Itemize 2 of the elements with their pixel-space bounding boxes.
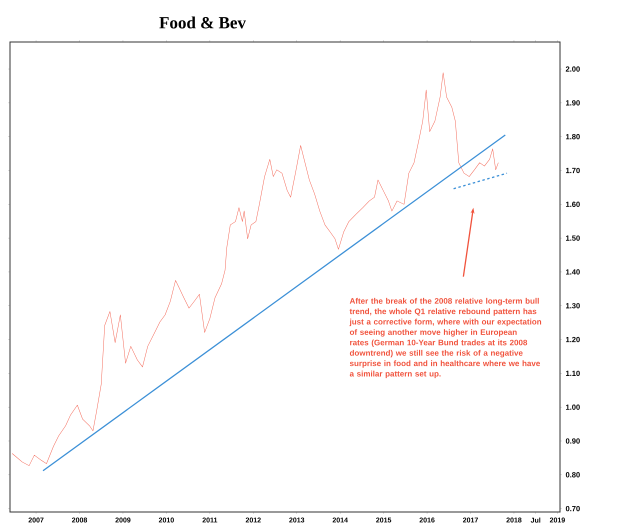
annotation: After the break of the 2008 relative long-term bull trend, the whole Q1 relative rebound pattern has just a corrective form, where with our expectation of seeing another move higher in European rates (German 10-Year Bund trades at its 2008 downtrend) we still see the risk of a negative surprise in food and in healthcare where we have a similar pattern set up. [349, 298, 542, 378]
chart-title: Food & Bev [159, 16, 246, 28]
